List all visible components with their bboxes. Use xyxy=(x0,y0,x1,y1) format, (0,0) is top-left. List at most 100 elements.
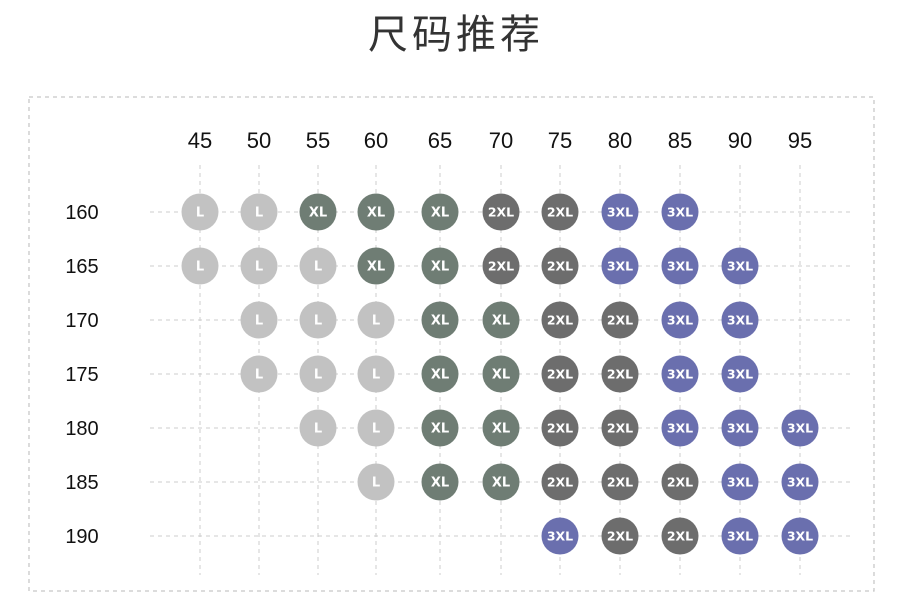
size-dot xyxy=(181,193,219,231)
size-marker: L xyxy=(357,301,395,339)
size-dot xyxy=(482,301,520,339)
size-dot xyxy=(357,301,395,339)
size-dot xyxy=(661,463,699,501)
size-label: XL xyxy=(431,260,449,275)
x-tick-labels: 45 50 55 60 65 70 75 80 85 90 95 xyxy=(188,128,812,153)
size-label: 2XL xyxy=(488,259,514,274)
size-marker: XL xyxy=(357,247,395,285)
size-label: 2XL xyxy=(607,421,633,436)
size-label: L xyxy=(314,368,322,383)
size-label: 3XL xyxy=(667,421,693,436)
size-dot xyxy=(421,355,459,393)
x-tick-label: 60 xyxy=(364,128,388,153)
size-marker: 3XL xyxy=(601,193,639,231)
size-marker: XL xyxy=(482,463,520,501)
x-tick-label: 95 xyxy=(788,128,812,153)
size-marker: 2XL xyxy=(601,409,639,447)
size-marker: 3XL xyxy=(721,517,759,555)
size-label: L xyxy=(372,314,380,329)
size-label: XL xyxy=(492,368,510,383)
size-label: 3XL xyxy=(667,259,693,274)
size-label: L xyxy=(372,422,380,437)
size-label: L xyxy=(372,476,380,491)
size-dot xyxy=(240,247,278,285)
size-dot xyxy=(299,409,337,447)
size-marker: 2XL xyxy=(482,193,520,231)
size-label: 2XL xyxy=(547,259,573,274)
size-label: 3XL xyxy=(787,529,813,544)
size-marker: L xyxy=(299,409,337,447)
size-label: 2XL xyxy=(607,475,633,490)
size-label: L xyxy=(196,260,204,275)
size-marker: XL xyxy=(421,409,459,447)
size-dot xyxy=(421,463,459,501)
size-marker: 2XL xyxy=(661,463,699,501)
size-marker: XL xyxy=(421,463,459,501)
size-dot xyxy=(721,247,759,285)
size-marker: L xyxy=(299,301,337,339)
size-marker: 2XL xyxy=(601,463,639,501)
size-dot xyxy=(721,463,759,501)
y-tick-label: 185 xyxy=(65,472,98,494)
x-tick-label: 90 xyxy=(728,128,752,153)
size-label: L xyxy=(314,314,322,329)
size-dot xyxy=(421,247,459,285)
size-marker: XL xyxy=(482,409,520,447)
size-marker: XL xyxy=(421,247,459,285)
size-dot xyxy=(357,463,395,501)
size-marker: L xyxy=(299,247,337,285)
chart-frame xyxy=(28,96,875,592)
size-label: 3XL xyxy=(667,313,693,328)
size-marker: 2XL xyxy=(541,301,579,339)
size-label: L xyxy=(255,260,263,275)
size-marker: 2XL xyxy=(541,409,579,447)
size-marker: 2XL xyxy=(541,463,579,501)
size-marker: 3XL xyxy=(541,517,579,555)
size-marker: 2XL xyxy=(601,517,639,555)
size-label: XL xyxy=(431,314,449,329)
size-marker: 3XL xyxy=(781,463,819,501)
size-marker: L xyxy=(181,247,219,285)
size-label: XL xyxy=(309,206,327,221)
size-label: 2XL xyxy=(547,475,573,490)
size-dot xyxy=(781,409,819,447)
size-marker: 3XL xyxy=(721,247,759,285)
size-marker: 3XL xyxy=(661,301,699,339)
size-marker: L xyxy=(240,247,278,285)
size-dot xyxy=(482,463,520,501)
size-label: 3XL xyxy=(727,367,753,382)
size-dot xyxy=(781,463,819,501)
size-label: 3XL xyxy=(727,475,753,490)
size-dot xyxy=(541,409,579,447)
size-marker: L xyxy=(240,355,278,393)
size-dot xyxy=(601,355,639,393)
size-marker: L xyxy=(240,193,278,231)
size-dot xyxy=(541,247,579,285)
size-marker: XL xyxy=(482,301,520,339)
size-dot xyxy=(721,355,759,393)
x-tick-label: 45 xyxy=(188,128,212,153)
size-dot xyxy=(299,193,337,231)
size-marker: 3XL xyxy=(721,301,759,339)
size-dot xyxy=(541,463,579,501)
size-dot xyxy=(357,409,395,447)
size-dot xyxy=(482,193,520,231)
size-label: 2XL xyxy=(607,313,633,328)
size-dot xyxy=(601,193,639,231)
size-marker: 2XL xyxy=(601,355,639,393)
size-label: XL xyxy=(431,368,449,383)
size-label: L xyxy=(314,260,322,275)
size-marker: 3XL xyxy=(661,247,699,285)
size-marker: L xyxy=(240,301,278,339)
size-label: 3XL xyxy=(667,205,693,220)
size-marker: XL xyxy=(482,355,520,393)
size-label: XL xyxy=(431,206,449,221)
size-dot xyxy=(601,301,639,339)
size-markers: L L XL XL XL 2XL 2XL 3XL 3XL L L L XL XL 2XL 2XL 3XL 3XL 3… xyxy=(181,193,819,555)
size-marker: 3XL xyxy=(781,517,819,555)
size-marker: 2XL xyxy=(541,193,579,231)
x-tick-label: 85 xyxy=(668,128,692,153)
size-marker: L xyxy=(299,355,337,393)
size-marker: 2XL xyxy=(541,247,579,285)
